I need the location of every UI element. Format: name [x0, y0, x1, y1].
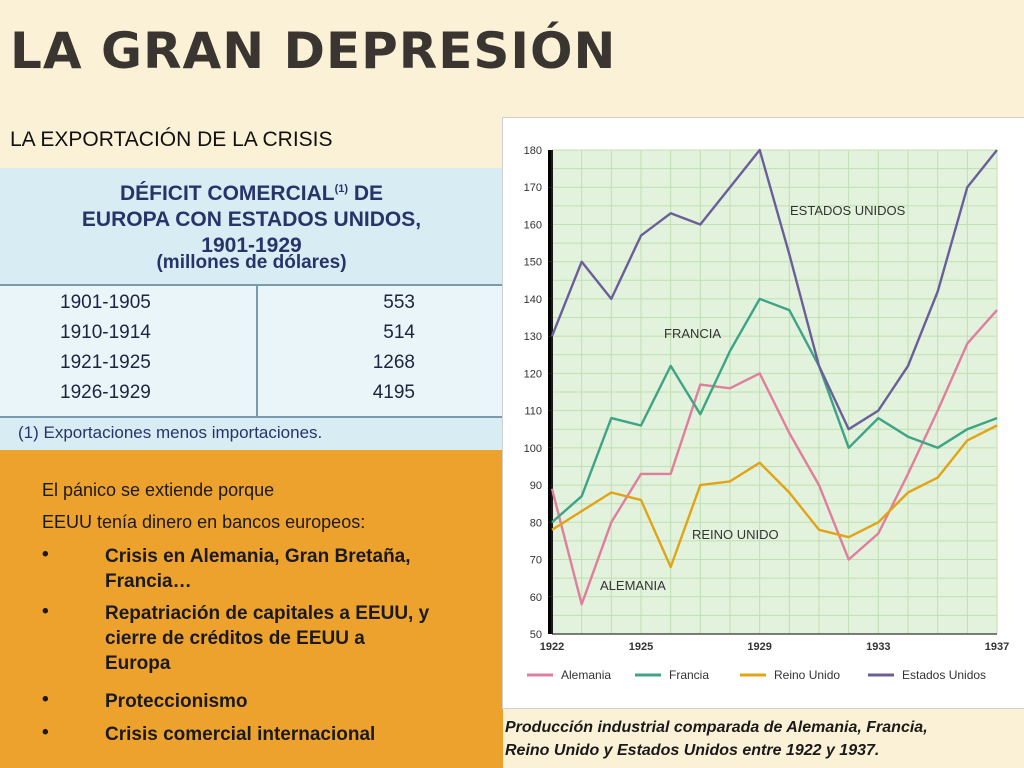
y-axis-band [548, 596, 553, 634]
table-cell-value: 4195 [372, 382, 415, 403]
series-line-reino-unido [551, 424, 998, 569]
bullet-line: Crisis comercial internacional [105, 724, 376, 745]
series-label: ESTADOS UNIDOS [790, 203, 906, 218]
y-axis-band [548, 559, 553, 597]
bullet-line: Repatriación de capitales a EEUU, y [105, 603, 430, 624]
bullet-line: Europa [105, 653, 171, 674]
slide-subtitle: LA EXPORTACIÓN DE LA CRISIS [10, 128, 333, 151]
table-footnote: (1) Exportaciones menos importaciones. [18, 423, 323, 442]
deficit-table: DÉFICIT COMERCIAL(1) DE EUROPA CON ESTAD… [0, 168, 503, 450]
y-tick-label: 90 [530, 480, 542, 492]
y-tick-label: 160 [524, 219, 542, 231]
x-tick-label: 1925 [629, 641, 653, 653]
legend-label: Alemania [561, 668, 611, 682]
table-row: 1921-1925 1268 [0, 352, 503, 382]
y-axis-band [548, 336, 553, 374]
y-axis-band [548, 261, 553, 299]
series-label: ALEMANIA [600, 578, 666, 593]
table-cell-value: 514 [383, 322, 415, 343]
legend-label: Reino Unido [774, 668, 840, 682]
series-label: FRANCIA [664, 326, 721, 341]
bullet-item: Crisis en Alemania, Gran Bretaña, Franci… [105, 544, 411, 594]
y-axis-band [548, 187, 553, 225]
table-cell-period: 1910-1914 [60, 322, 151, 343]
y-axis-band [548, 224, 553, 262]
table-title-line1-end: DE [348, 182, 384, 205]
table-cell-value: 553 [383, 292, 415, 313]
table-title-line2: EUROPA CON ESTADOS UNIDOS, [81, 208, 422, 231]
bullet-item: Proteccionismo [105, 689, 248, 714]
text-panel: El pánico se extiende porque EEUU tenía … [0, 450, 503, 768]
y-tick-label: 100 [524, 443, 542, 455]
bullet-line: Proteccionismo [105, 691, 248, 712]
y-tick-label: 70 [530, 555, 542, 567]
y-axis-band [548, 373, 553, 411]
text-line: El pánico se extiende porque [42, 480, 275, 500]
table-row: 1901-1905 553 [0, 292, 503, 322]
table-title: DÉFICIT COMERCIAL(1) DE EUROPA CON ESTAD… [0, 176, 503, 259]
caption-line: Producción industrial comparada de Alema… [505, 719, 928, 736]
bullet-icon: • [42, 601, 49, 622]
chart-svg: 50 60 70 80 90 100 110 120 130 140 150 160 170 180 192… [524, 145, 1010, 682]
text-line: EEUU tenía dinero en bancos europeos: [42, 512, 366, 532]
legend-label: Estados Unidos [902, 668, 986, 682]
bullet-line: Crisis en Alemania, Gran Bretaña, [105, 546, 411, 567]
y-tick-label: 80 [530, 517, 542, 529]
table-title-footnote-mark: (1) [334, 183, 349, 195]
y-axis-band [548, 485, 553, 523]
y-axis-band [548, 410, 553, 448]
y-axis-band [548, 522, 553, 560]
table-cell-period: 1901-1905 [60, 292, 151, 313]
table-title-line1: DÉFICIT COMERCIAL [119, 182, 335, 205]
x-tick-label: 1929 [747, 641, 771, 653]
y-tick-label: 120 [524, 368, 542, 380]
table-cell-value: 1268 [372, 352, 415, 373]
y-tick-label: 60 [530, 592, 542, 604]
series-label: REINO UNIDO [692, 527, 779, 542]
series-line-francia [551, 297, 998, 524]
x-tick-label: 1937 [985, 641, 1009, 653]
y-axis-band [548, 298, 553, 337]
table-unit: (millones de dólares) [156, 252, 347, 273]
x-tick-label: 1922 [540, 641, 564, 653]
y-tick-label: 50 [530, 629, 542, 641]
table-title-line3: 1901-1929 [201, 234, 302, 257]
y-tick-label: 180 [524, 145, 542, 157]
table-row: 1926-1929 4195 [0, 382, 503, 412]
table-body: 1901-1905 553 1910-1914 514 1921-1925 12… [0, 284, 503, 418]
y-tick-label: 110 [524, 406, 542, 418]
bullet-line: Francia… [105, 571, 192, 592]
table-row: 1910-1914 514 [0, 322, 503, 352]
table-cell-period: 1926-1929 [60, 382, 151, 403]
y-tick-label: 130 [524, 331, 542, 343]
bullet-line: cierre de créditos de EEUU a [105, 628, 365, 649]
y-axis-band [548, 447, 553, 486]
y-axis-band [548, 150, 553, 188]
slide-title: LA GRAN DEPRESIÓN [10, 22, 617, 80]
table-column-divider [256, 286, 258, 416]
series-line-estados-unidos [550, 148, 998, 431]
x-tick-label: 1933 [866, 641, 890, 653]
y-tick-label: 150 [524, 257, 542, 269]
bullet-icon: • [42, 544, 49, 565]
legend-label: Francia [669, 668, 709, 682]
bullet-icon: • [42, 689, 49, 710]
bullet-icon: • [42, 722, 49, 743]
chart-caption: Producción industrial comparada de Alema… [505, 716, 928, 762]
caption-line: Reino Unido y Estados Unidos entre 1922 … [505, 742, 880, 759]
y-tick-label: 140 [524, 294, 542, 306]
bullet-item: Repatriación de capitales a EEUU, y cier… [105, 601, 429, 676]
production-chart: 50 60 70 80 90 100 110 120 130 140 150 160 170 180 192… [503, 118, 1024, 708]
y-tick-label: 170 [524, 182, 542, 194]
bullet-item: Crisis comercial internacional [105, 722, 375, 747]
table-cell-period: 1921-1925 [60, 352, 151, 373]
